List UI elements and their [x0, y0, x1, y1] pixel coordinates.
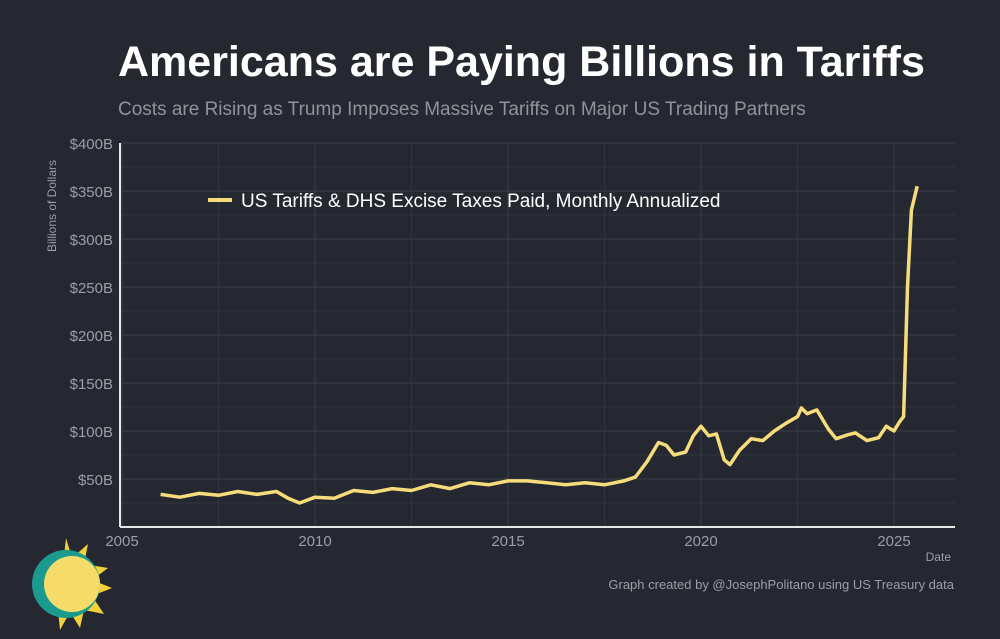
y-tick-label: $400B [70, 136, 113, 153]
y-tick-label: $50B [78, 472, 113, 489]
y-tick-label: $100B [70, 424, 113, 441]
legend-label: US Tariffs & DHS Excise Taxes Paid, Mont… [241, 191, 720, 212]
y-tick-label: $300B [70, 232, 113, 249]
x-tick-label: 2025 [877, 533, 910, 550]
x-tick-label: 2015 [491, 533, 524, 550]
y-tick-label: $250B [70, 280, 113, 297]
y-tick-label: $150B [70, 376, 113, 393]
y-tick-label: $350B [70, 184, 113, 201]
series-line [160, 185, 919, 505]
x-axis-label: Date [926, 550, 952, 564]
x-tick-label: 2005 [105, 533, 138, 550]
legend: US Tariffs & DHS Excise Taxes Paid, Mont… [208, 191, 720, 212]
chart-subtitle: Costs are Rising as Trump Imposes Massiv… [118, 99, 806, 120]
sun-logo [32, 538, 112, 630]
x-tick-label: 2010 [298, 533, 331, 550]
y-tick-label: $200B [70, 328, 113, 345]
chart-title: Americans are Paying Billions in Tariffs [118, 38, 925, 86]
credit-text: Graph created by @JosephPolitano using U… [608, 577, 954, 592]
x-tick-label: 2020 [684, 533, 717, 550]
y-axis-label: Billions of Dollars [45, 160, 59, 252]
